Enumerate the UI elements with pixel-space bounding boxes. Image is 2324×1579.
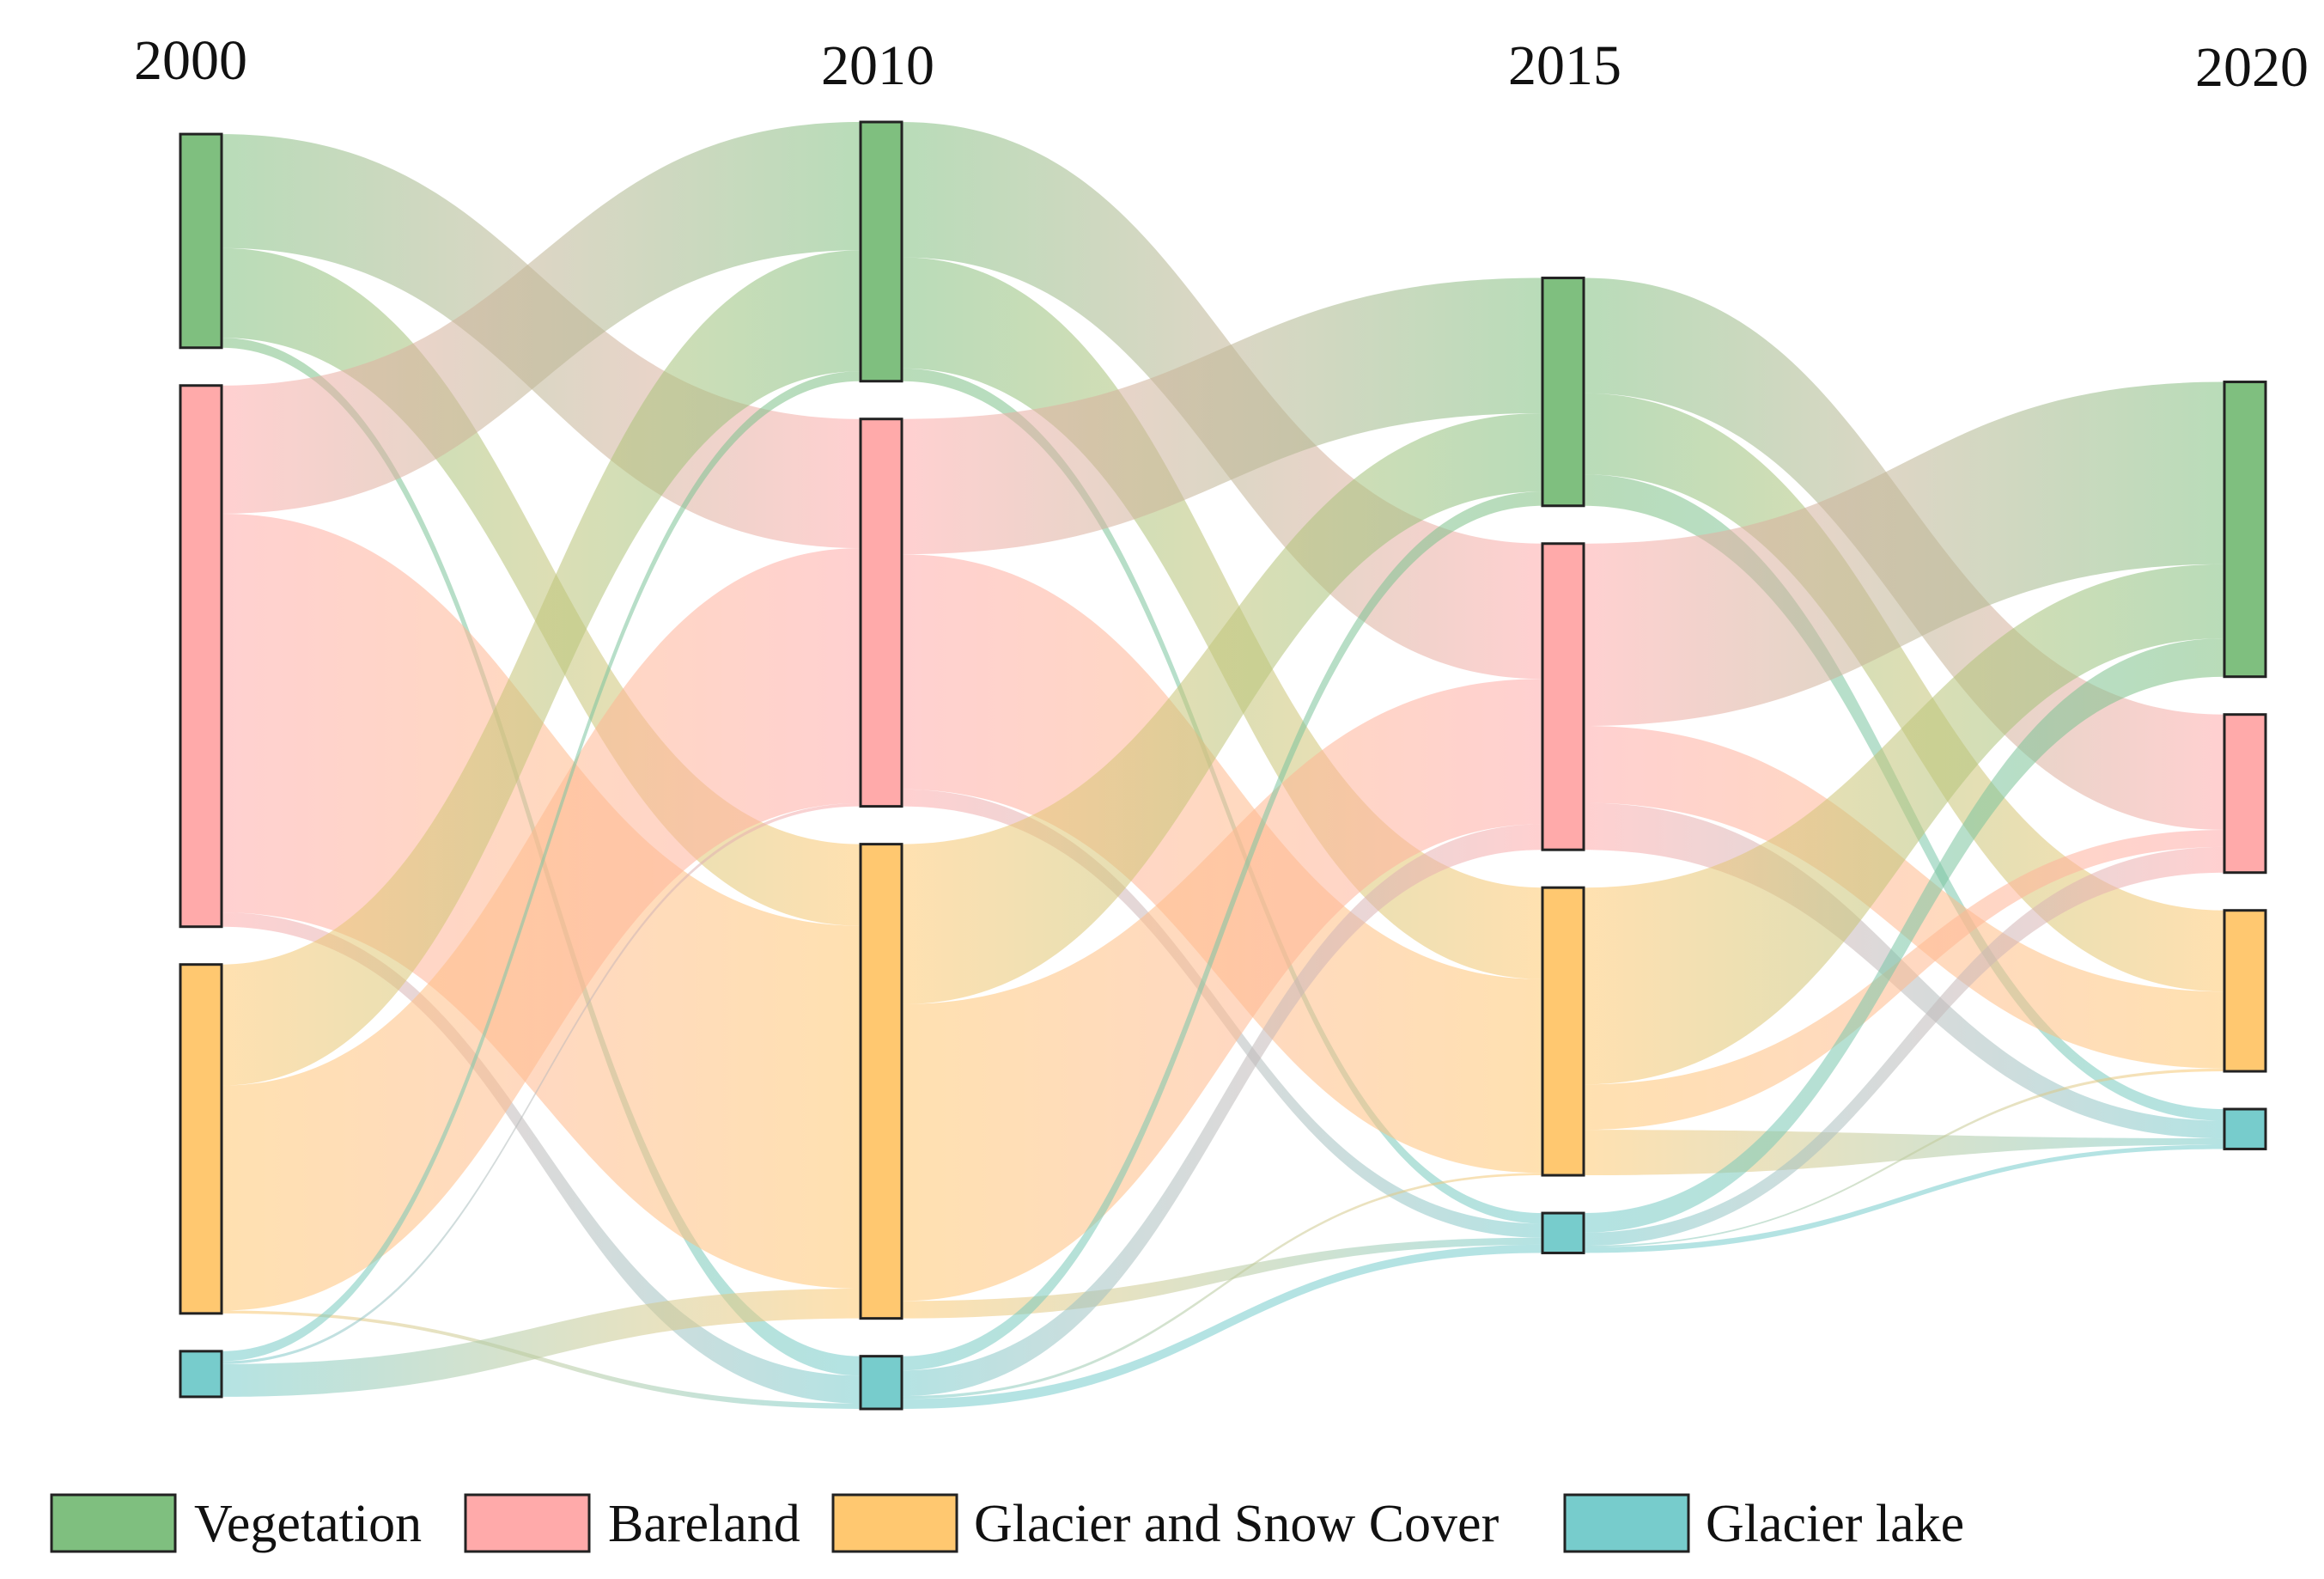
year-label-2020: 2020 (2195, 36, 2309, 99)
node-2000-glacier-lake (179, 1350, 223, 1399)
legend-swatch-bareland (464, 1493, 591, 1553)
category-nodes (179, 120, 2267, 1411)
legend-swatch-glacier-snow (831, 1493, 958, 1553)
flow-2015-glacier-lake-to-2020-glacier-snow (1584, 1068, 2224, 1247)
flow-2015-glacier-snow-to-2020-vegetation (1584, 564, 2224, 1085)
node-2020-vegetation (2223, 381, 2267, 679)
flow-2015-glacier-snow-to-2020-bareland (1584, 829, 2224, 1131)
flow-2015-glacier-lake-to-2020-bareland (1584, 846, 2224, 1247)
node-2010-glacier-lake (859, 1355, 903, 1411)
flow-2015-glacier-lake-to-2020-glacier-lake (1584, 1144, 2224, 1253)
node-2020-glacier-snow (2223, 909, 2267, 1073)
year-labels: 2000 2010 2015 2020 (134, 29, 2309, 99)
flow-2015-bareland-to-2020-vegetation (1584, 381, 2224, 726)
node-2010-vegetation (859, 120, 903, 383)
flow-2000-glacier-snow-to-2010-glacier-lake (222, 1310, 861, 1409)
year-label-2010: 2010 (821, 34, 934, 97)
legend-label-glacier-lake: Glacier lake (1706, 1495, 1964, 1553)
flow-2015-glacier-lake-to-2020-vegetation (1584, 637, 2224, 1233)
node-2015-glacier-snow (1541, 886, 1585, 1177)
flow-2010-glacier-snow-to-2015-vegetation (902, 413, 1542, 1004)
flow-2015-bareland-to-2020-glacier-snow (1584, 725, 2224, 1069)
flow-2010-glacier-snow-to-2015-glacier-lake (902, 1237, 1542, 1319)
flow-2000-glacier-lake-to-2010-vegetation (222, 371, 861, 1362)
legend-label-bareland: Bareland (608, 1495, 800, 1553)
legend-swatch-glacier-lake (1563, 1493, 1690, 1553)
flow-2000-glacier-lake-to-2010-glacier-snow (222, 1288, 861, 1397)
flow-2000-bareland-to-2010-glacier-lake (222, 912, 861, 1404)
year-label-2000: 2000 (134, 29, 247, 92)
flow-2010-bareland-to-2015-vegetation (902, 277, 1542, 555)
node-2020-bareland (2223, 713, 2267, 875)
flow-2000-vegetation-to-2010-glacier-snow (222, 247, 861, 926)
legend: Vegetation Bareland Glacier and Snow Cov… (50, 1493, 1964, 1553)
year-label-2015: 2015 (1508, 34, 1621, 97)
flow-2000-glacier-snow-to-2010-bareland (222, 548, 861, 1311)
flow-2000-glacier-lake-to-2010-bareland (222, 802, 861, 1364)
flow-2010-glacier-lake-to-2015-glacier-lake (902, 1244, 1542, 1409)
node-2015-glacier-lake (1541, 1211, 1585, 1254)
flow-2000-bareland-to-2010-vegetation (222, 122, 861, 514)
node-2010-bareland (859, 418, 903, 808)
node-2015-vegetation (1541, 277, 1585, 508)
legend-swatch-vegetation (50, 1493, 177, 1553)
node-2015-bareland (1541, 542, 1585, 851)
flow-2015-vegetation-to-2020-glacier-snow (1584, 393, 2224, 992)
flow-links (222, 122, 2224, 1409)
flow-2010-vegetation-to-2015-glacier-snow (902, 257, 1542, 979)
node-2020-glacier-lake (2223, 1107, 2267, 1150)
legend-label-vegetation: Vegetation (194, 1495, 422, 1553)
node-2000-vegetation (179, 132, 223, 350)
flow-2000-glacier-snow-to-2010-vegetation (222, 250, 861, 1086)
flow-2010-glacier-lake-to-2015-bareland (902, 824, 1542, 1397)
node-2010-glacier-snow (859, 843, 903, 1320)
node-2000-glacier-snow (179, 963, 223, 1315)
flow-2010-glacier-snow-to-2015-bareland (902, 679, 1542, 1302)
legend-label-glacier-snow: Glacier and Snow Cover (974, 1495, 1500, 1553)
node-2000-bareland (179, 384, 223, 929)
flow-2010-glacier-lake-to-2015-glacier-snow (902, 1173, 1542, 1399)
flow-2010-glacier-lake-to-2015-vegetation (902, 491, 1542, 1371)
